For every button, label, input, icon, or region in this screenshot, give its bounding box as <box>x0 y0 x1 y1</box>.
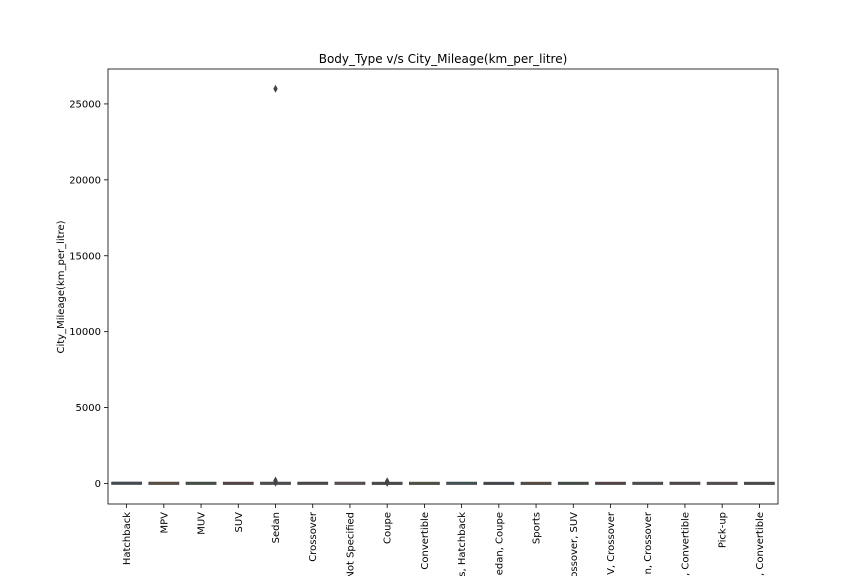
box-4 <box>260 84 291 487</box>
x-tick-label: , Convertible <box>755 512 766 576</box>
box-13 <box>595 481 626 485</box>
y-tick-label: 0 <box>95 479 101 490</box>
box-6 <box>334 481 366 485</box>
x-tick-label: SUV <box>234 512 245 533</box>
box-12 <box>557 481 589 485</box>
y-tick-label: 15000 <box>69 251 101 262</box>
box-11 <box>520 481 552 485</box>
x-tick-label: Crossover <box>308 511 319 562</box>
box-1 <box>148 481 180 485</box>
box-3 <box>222 481 254 485</box>
plot-area-frame <box>107 68 779 505</box>
box-7 <box>371 477 403 487</box>
y-tick-label: 25000 <box>69 99 101 110</box>
x-tick-label: V, Crossover <box>606 511 617 575</box>
box-series <box>111 84 775 487</box>
box-8 <box>409 481 440 485</box>
x-tick-label: edan, Coupe <box>494 512 505 575</box>
x-tick-label: Pick-up <box>718 512 729 548</box>
x-tick-label: Coupe <box>383 512 394 544</box>
box-10 <box>483 481 515 485</box>
x-tick-label: Hatchback <box>122 512 133 565</box>
x-tick-label: Sedan <box>271 512 282 543</box>
box-15 <box>669 481 701 485</box>
chart-title: Body_Type v/s City_Mileage(km_per_litre) <box>319 52 568 66</box>
outlier-point <box>273 478 278 487</box>
x-tick-label: s, Hatchback <box>457 512 468 576</box>
outlier-point <box>273 84 278 93</box>
x-tick-label: , Convertible <box>680 512 691 576</box>
x-tick-label: rossover, SUV <box>569 512 580 576</box>
box-17 <box>744 481 775 485</box>
box-5 <box>297 481 329 485</box>
box-9 <box>446 481 478 485</box>
y-tick-label: 10000 <box>69 327 101 338</box>
box-0 <box>111 481 142 485</box>
x-tick-label: Sports <box>532 512 543 544</box>
y-axis-label: City_Mileage(km_per_litre) <box>56 220 67 353</box>
x-tick-label: Convertible <box>420 512 431 570</box>
x-tick-label: MUV <box>197 512 208 535</box>
y-tick-label: 20000 <box>69 175 101 186</box>
x-tick-label: MPV <box>159 512 170 534</box>
y-tick-label: 5000 <box>76 403 101 414</box>
x-tick-label: n, Crossover <box>643 511 654 574</box>
box-16 <box>706 481 738 485</box>
y-axis-ticks: 0 5000 10000 15000 20000 25000 <box>69 99 108 490</box>
x-tick-label: Not Specified <box>345 512 356 576</box>
x-axis-ticks: Hatchback MPV MUV SUV Sedan Crossover Not Spec… <box>122 504 766 576</box>
box-2 <box>185 481 217 485</box>
outlier-point <box>384 478 390 487</box>
box-14 <box>632 481 664 485</box>
